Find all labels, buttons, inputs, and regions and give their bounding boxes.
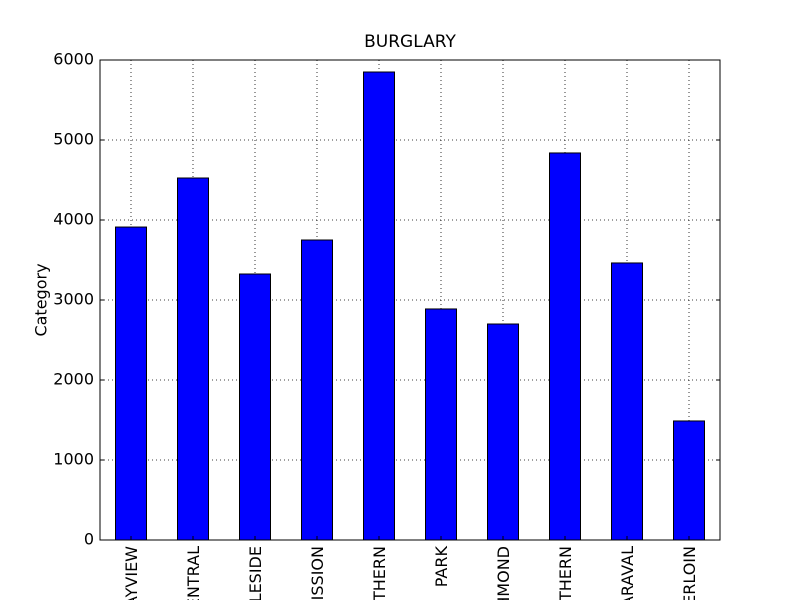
bar <box>363 71 395 541</box>
y-tick-label: 5000 <box>53 130 94 149</box>
bar <box>611 262 643 541</box>
x-tick-label: SOUTHERN <box>556 546 575 600</box>
y-tick-label: 2000 <box>53 370 94 389</box>
chart-title: BURGLARY <box>364 32 456 52</box>
bar <box>673 420 705 541</box>
x-tick-label: PARK <box>432 546 451 588</box>
x-tick-label: RICHMOND <box>494 546 513 600</box>
y-tick-label: 0 <box>84 530 94 549</box>
x-tick-label: TENDERLOIN <box>680 546 699 600</box>
y-tick-label: 1000 <box>53 450 94 469</box>
bar <box>549 152 581 541</box>
bar <box>487 323 519 541</box>
y-tick-label: 6000 <box>53 50 94 69</box>
x-tick-label: BAYVIEW <box>122 546 141 600</box>
x-tick-label: NORTHERN <box>370 546 389 600</box>
bar <box>239 273 271 541</box>
x-tick-label: TARAVAL <box>618 546 637 600</box>
y-tick-label: 3000 <box>53 290 94 309</box>
bar <box>301 239 333 541</box>
y-tick-label: 4000 <box>53 210 94 229</box>
y-axis-label: Category <box>32 263 51 336</box>
plot-frame <box>99 59 721 541</box>
x-tick-label: INGLESIDE <box>246 546 265 600</box>
x-tick-label: CENTRAL <box>184 546 203 600</box>
bar <box>115 226 147 541</box>
bar <box>425 308 457 541</box>
x-tick-label: MISSION <box>308 546 327 600</box>
bar <box>177 177 209 541</box>
